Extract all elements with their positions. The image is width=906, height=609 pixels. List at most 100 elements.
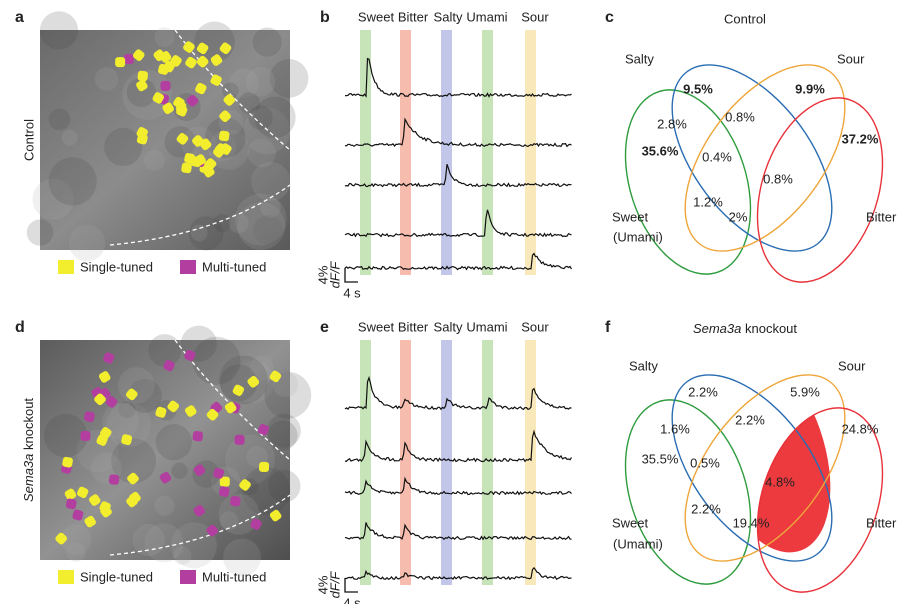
stimulus-band xyxy=(400,30,411,275)
texture xyxy=(148,334,181,367)
trace xyxy=(345,59,572,97)
venn-region-value: 9.9% xyxy=(795,81,825,96)
legend-swatch xyxy=(58,260,74,274)
cell xyxy=(137,70,148,81)
legend-label: Single-tuned xyxy=(80,569,153,584)
trace xyxy=(345,568,572,580)
venn-region-value: 0.4% xyxy=(702,149,732,164)
stimulus-band xyxy=(441,340,452,585)
stimulus-label: Sweet xyxy=(358,9,395,24)
venn-set-label: Salty xyxy=(629,358,658,373)
trace xyxy=(345,119,572,146)
texture xyxy=(156,424,192,460)
venn-set-label: Sour xyxy=(838,358,866,373)
venn-region-value: 2% xyxy=(729,209,748,224)
texture xyxy=(104,128,142,166)
texture xyxy=(66,542,86,562)
texture xyxy=(171,463,187,479)
panel-label: e xyxy=(320,319,329,336)
page: aControlSingle-tunedMulti-tunedbSweetBit… xyxy=(0,0,906,604)
stimulus-band xyxy=(400,340,411,585)
scale-x: 4 s xyxy=(343,285,361,300)
venn-title: Sema3a knockout xyxy=(693,321,797,336)
texture xyxy=(145,523,184,562)
venn-title-italic: Sema3a xyxy=(693,321,741,336)
legend-swatch xyxy=(58,570,74,584)
venn-region-value: 0.8% xyxy=(763,171,793,186)
stimulus-label: Salty xyxy=(434,9,463,24)
texture xyxy=(268,421,298,451)
scale-bar xyxy=(345,578,358,592)
texture xyxy=(155,496,175,516)
cell xyxy=(219,130,230,141)
cell xyxy=(181,162,192,173)
venn-region-value: 35.6% xyxy=(642,143,679,158)
panel-label: a xyxy=(15,9,24,26)
panel-label: c xyxy=(605,9,614,26)
venn-region-value: 0.5% xyxy=(690,455,720,470)
stimulus-band xyxy=(482,340,493,585)
venn-region-value: 2.8% xyxy=(657,116,687,131)
texture xyxy=(253,27,282,56)
texture xyxy=(155,27,175,47)
cell xyxy=(115,57,125,67)
texture xyxy=(191,224,208,241)
stimulus-label: Sweet xyxy=(358,319,395,334)
venn-set-label: (Umami) xyxy=(613,536,663,551)
legend-label: Multi-tuned xyxy=(202,569,266,584)
venn-set-sweet xyxy=(603,74,772,291)
trace xyxy=(345,210,572,237)
venn-set-label: (Umami) xyxy=(613,229,663,244)
trace xyxy=(345,378,572,410)
venn-region-value: 5.9% xyxy=(790,384,820,399)
scale-bar xyxy=(345,268,358,282)
venn-title: Control xyxy=(724,11,766,26)
side-label: Control xyxy=(21,119,36,161)
texture xyxy=(270,59,309,98)
stimulus-band xyxy=(525,30,536,275)
cell xyxy=(160,81,170,91)
venn-set-label: Bitter xyxy=(866,209,897,224)
side-label: Sema3a knockout xyxy=(21,398,36,502)
side-label-text: knockout xyxy=(21,398,36,454)
venn-region-value: 4.8% xyxy=(765,474,795,489)
stimulus-label: Sour xyxy=(521,9,549,24)
trace xyxy=(345,432,572,462)
texture xyxy=(27,219,53,245)
stimulus-label: Bitter xyxy=(398,9,429,24)
texture xyxy=(49,157,97,205)
cell xyxy=(80,431,90,441)
scale-x: 4 s xyxy=(343,595,361,604)
cell xyxy=(259,462,269,472)
venn-region-value: 0.8% xyxy=(725,109,755,124)
figure: aControlSingle-tunedMulti-tunedbSweetBit… xyxy=(0,0,906,604)
trace xyxy=(345,254,572,270)
venn-region-value: 24.8% xyxy=(842,421,879,436)
panel-label: b xyxy=(320,9,330,26)
texture xyxy=(192,337,240,385)
panel-label: d xyxy=(15,319,25,336)
stimulus-label: Umami xyxy=(466,9,507,24)
texture xyxy=(247,139,276,168)
legend-label: Single-tuned xyxy=(80,259,153,274)
cell xyxy=(230,496,241,507)
venn-set-label: Salty xyxy=(625,51,654,66)
texture xyxy=(69,225,105,261)
venn-set-label: Sweet xyxy=(612,515,649,530)
scale-y-unit: dF/F xyxy=(327,261,342,289)
cell xyxy=(192,431,203,442)
trace xyxy=(345,164,572,186)
cell xyxy=(234,435,244,445)
venn-title-text: knockout xyxy=(741,321,797,336)
texture xyxy=(49,109,71,131)
texture xyxy=(144,150,165,171)
venn-region-value: 9.5% xyxy=(683,81,713,96)
texture xyxy=(235,194,287,246)
venn-region-value: 1.6% xyxy=(660,421,690,436)
trace xyxy=(345,479,572,495)
trace xyxy=(345,522,572,539)
venn-set-label: Sour xyxy=(837,51,865,66)
texture xyxy=(248,105,272,129)
venn-region-value: 1.2% xyxy=(693,194,723,209)
stimulus-band xyxy=(360,340,371,585)
